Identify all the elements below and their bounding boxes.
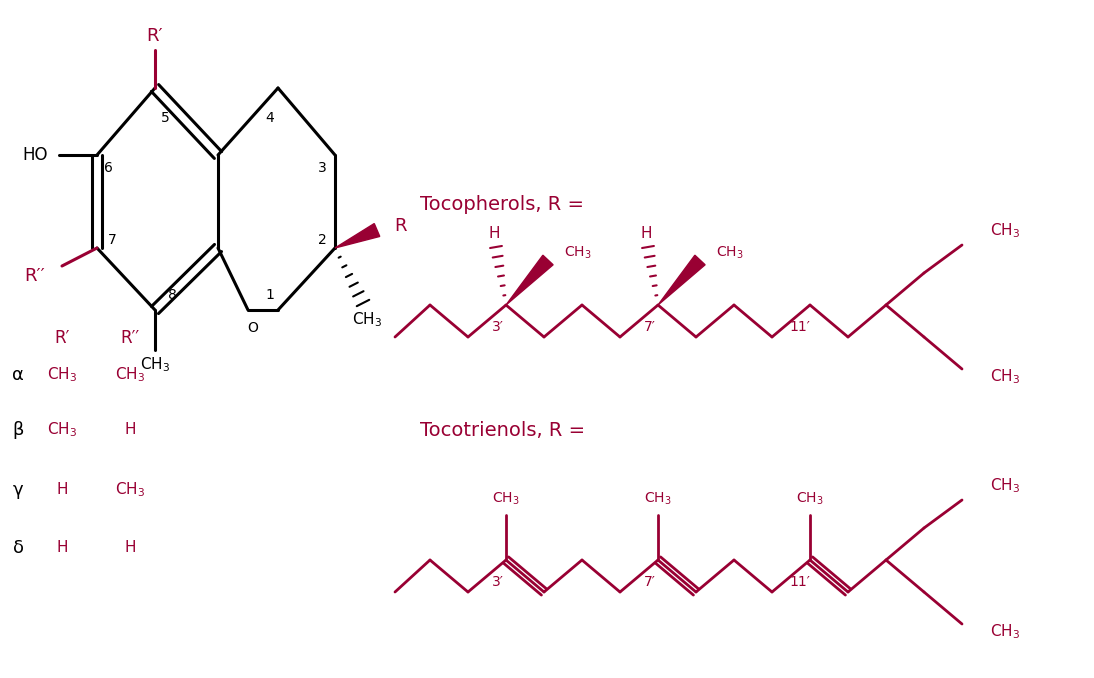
- Text: 3′: 3′: [492, 320, 504, 334]
- Text: H: H: [56, 540, 68, 555]
- Polygon shape: [335, 224, 380, 248]
- Text: 6: 6: [104, 161, 113, 175]
- Text: R′: R′: [147, 27, 163, 45]
- Text: H: H: [125, 540, 136, 555]
- Text: α: α: [12, 366, 24, 384]
- Polygon shape: [657, 255, 706, 305]
- Text: $\mathregular{CH_3}$: $\mathregular{CH_3}$: [796, 491, 824, 507]
- Text: 4: 4: [266, 111, 275, 125]
- Text: O: O: [247, 321, 258, 335]
- Text: 7′: 7′: [644, 575, 656, 589]
- Text: $\mathregular{CH_3}$: $\mathregular{CH_3}$: [990, 222, 1020, 240]
- Text: 11′: 11′: [790, 320, 811, 334]
- Text: 11′: 11′: [790, 575, 811, 589]
- Text: $\mathregular{CH_3}$: $\mathregular{CH_3}$: [115, 481, 146, 500]
- Text: 3′: 3′: [492, 575, 504, 589]
- Text: 2: 2: [317, 233, 326, 247]
- Text: $\mathregular{CH_3}$: $\mathregular{CH_3}$: [715, 245, 744, 261]
- Text: H: H: [488, 226, 500, 241]
- Text: δ: δ: [12, 539, 23, 557]
- Text: $\mathregular{CH_3}$: $\mathregular{CH_3}$: [492, 491, 520, 507]
- Text: HO: HO: [22, 146, 48, 164]
- Text: $\mathregular{CH_3}$: $\mathregular{CH_3}$: [47, 420, 77, 439]
- Text: R′: R′: [55, 329, 70, 347]
- Text: $\mathregular{CH_3}$: $\mathregular{CH_3}$: [352, 311, 382, 330]
- Text: 3: 3: [317, 161, 326, 175]
- Text: $\mathregular{CH_3}$: $\mathregular{CH_3}$: [140, 356, 170, 374]
- Text: H: H: [640, 226, 652, 241]
- Text: $\mathregular{CH_3}$: $\mathregular{CH_3}$: [644, 491, 672, 507]
- Text: R′′: R′′: [120, 329, 140, 347]
- Polygon shape: [507, 255, 554, 305]
- Text: $\mathregular{CH_3}$: $\mathregular{CH_3}$: [990, 367, 1020, 386]
- Text: 1: 1: [266, 288, 275, 302]
- Text: 8: 8: [167, 288, 176, 302]
- Text: R′′: R′′: [25, 267, 45, 285]
- Text: H: H: [56, 483, 68, 498]
- Text: $\mathregular{CH_3}$: $\mathregular{CH_3}$: [115, 365, 146, 384]
- Text: $\mathregular{CH_3}$: $\mathregular{CH_3}$: [990, 477, 1020, 496]
- Text: R: R: [394, 217, 406, 235]
- Text: H: H: [125, 422, 136, 437]
- Text: 5: 5: [161, 111, 170, 125]
- Text: γ: γ: [13, 481, 23, 499]
- Text: 7′: 7′: [644, 320, 656, 334]
- Text: 7: 7: [107, 233, 116, 247]
- Text: β: β: [12, 421, 24, 439]
- Text: Tocotrienols, R =: Tocotrienols, R =: [420, 420, 585, 439]
- Text: Tocopherols, R =: Tocopherols, R =: [420, 195, 584, 214]
- Text: $\mathregular{CH_3}$: $\mathregular{CH_3}$: [47, 365, 77, 384]
- Text: $\mathregular{CH_3}$: $\mathregular{CH_3}$: [565, 245, 592, 261]
- Text: $\mathregular{CH_3}$: $\mathregular{CH_3}$: [990, 622, 1020, 641]
